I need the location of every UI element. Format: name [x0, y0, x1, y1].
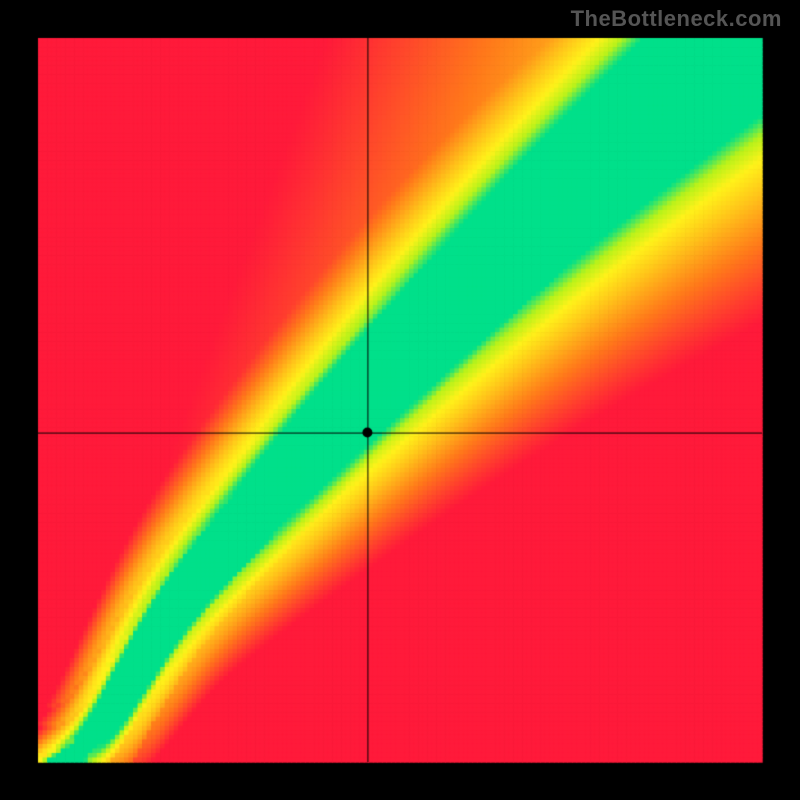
chart-container: TheBottleneck.com [0, 0, 800, 800]
watermark-text: TheBottleneck.com [571, 6, 782, 32]
bottleneck-heatmap [0, 0, 800, 800]
